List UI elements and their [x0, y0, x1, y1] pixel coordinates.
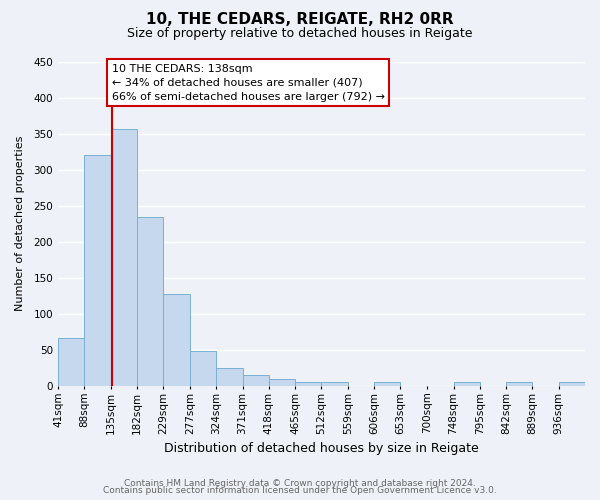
Bar [506, 382, 532, 386]
X-axis label: Distribution of detached houses by size in Reigate: Distribution of detached houses by size … [164, 442, 479, 455]
Text: Contains HM Land Registry data © Crown copyright and database right 2024.: Contains HM Land Registry data © Crown c… [124, 478, 476, 488]
Bar [454, 382, 480, 386]
Bar [322, 382, 348, 386]
Bar [295, 382, 322, 386]
Bar [190, 350, 216, 386]
Bar [58, 338, 84, 386]
Bar [216, 368, 242, 386]
Bar [374, 382, 400, 386]
Text: Contains public sector information licensed under the Open Government Licence v3: Contains public sector information licen… [103, 486, 497, 495]
Text: 10 THE CEDARS: 138sqm
← 34% of detached houses are smaller (407)
66% of semi-det: 10 THE CEDARS: 138sqm ← 34% of detached … [112, 64, 385, 102]
Y-axis label: Number of detached properties: Number of detached properties [15, 136, 25, 312]
Bar [110, 128, 137, 386]
Bar [163, 294, 190, 386]
Text: Size of property relative to detached houses in Reigate: Size of property relative to detached ho… [127, 28, 473, 40]
Bar [559, 382, 585, 386]
Text: 10, THE CEDARS, REIGATE, RH2 0RR: 10, THE CEDARS, REIGATE, RH2 0RR [146, 12, 454, 28]
Bar [242, 375, 269, 386]
Bar [269, 379, 295, 386]
Bar [137, 218, 163, 386]
Bar [84, 155, 110, 386]
